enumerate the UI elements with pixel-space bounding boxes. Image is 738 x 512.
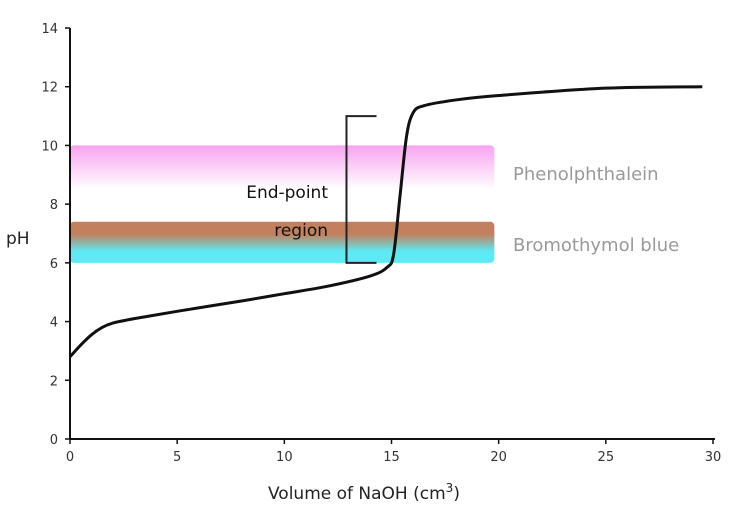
y-tick-label: 6 — [50, 257, 58, 272]
x-tick-label: 15 — [383, 450, 400, 465]
y-axis-label: pH — [6, 229, 30, 249]
bromothymol-blue-label: Bromothymol blue — [513, 235, 679, 256]
x-tick-label: 10 — [276, 450, 293, 465]
x-tick-label: 25 — [598, 450, 615, 465]
y-tick-label: 8 — [50, 198, 58, 213]
y-tick-label: 0 — [50, 433, 58, 448]
y-tick-label: 14 — [41, 22, 58, 37]
bromothymol-blue-band — [70, 221, 495, 263]
x-tick-label: 0 — [66, 450, 74, 465]
y-tick-label: 10 — [41, 139, 58, 154]
y-tick-label: 4 — [50, 316, 58, 331]
x-tick-label: 5 — [173, 450, 181, 465]
titration-curve — [68, 85, 703, 358]
end-point-bracket — [345, 115, 377, 264]
end-point-label-line2: region — [274, 221, 328, 241]
y-tick-label: 12 — [41, 81, 58, 96]
y-tick-label: 2 — [50, 374, 58, 389]
phenolphthalein-band — [70, 145, 495, 190]
x-tick-label: 20 — [490, 450, 507, 465]
phenolphthalein-label: Phenolphthalein — [513, 164, 659, 185]
x-axis-label: Volume of NaOH (cm3) — [268, 481, 460, 504]
x-tick-label: 30 — [705, 450, 722, 465]
end-point-label-line1: End-point — [246, 183, 328, 203]
